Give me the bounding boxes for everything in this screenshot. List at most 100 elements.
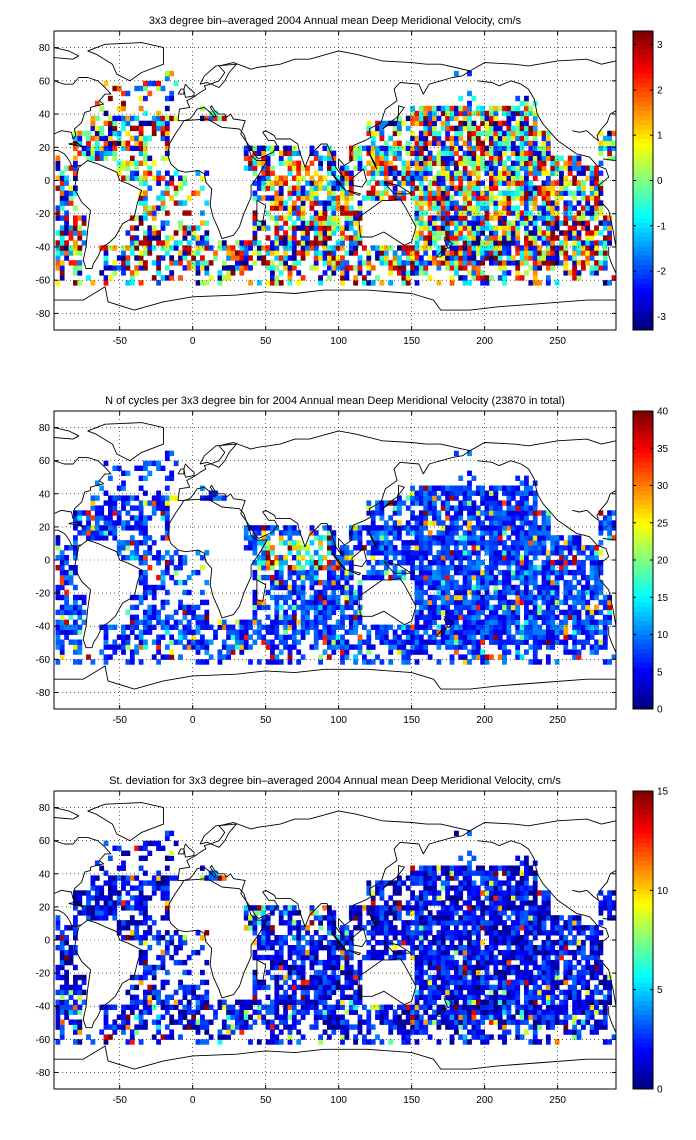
heatmap-cell: [103, 120, 109, 127]
heatmap-cell: [370, 280, 376, 286]
heatmap-cell: [103, 639, 109, 645]
heatmap-cell: [585, 634, 591, 640]
heatmap-cell: [440, 145, 446, 151]
heatmap-cell: [274, 634, 280, 640]
heatmap-cell: [256, 255, 262, 261]
heatmap-cell: [164, 140, 170, 146]
heatmap-cell: [252, 560, 258, 566]
heatmap-cell: [532, 649, 538, 655]
heatmap-cell: [77, 230, 83, 236]
heatmap-cell: [489, 515, 494, 521]
heatmap-cell: [554, 639, 560, 645]
heatmap-cell: [432, 634, 437, 640]
heatmap-cell: [375, 525, 380, 531]
heatmap-cell: [559, 220, 564, 226]
heatmap-cell: [454, 235, 459, 241]
heatmap-cell: [125, 175, 131, 181]
heatmap-cell: [594, 225, 599, 231]
heatmap-cell: [397, 195, 402, 201]
heatmap-cell: [502, 510, 507, 516]
heatmap-cell: [340, 619, 345, 625]
heatmap-cell: [436, 230, 442, 236]
heatmap-cell: [160, 245, 166, 251]
heatmap-cell: [471, 644, 477, 650]
heatmap-cell: [121, 634, 126, 640]
heatmap-cell: [147, 629, 153, 635]
heatmap-cell: [440, 609, 446, 616]
heatmap-cell: [502, 574, 507, 581]
heatmap-cell: [414, 155, 420, 161]
heatmap-cell: [502, 525, 507, 531]
heatmap-cell: [305, 545, 310, 551]
heatmap-cell: [519, 150, 525, 156]
heatmap-cell: [278, 619, 284, 625]
heatmap-cell: [138, 520, 144, 526]
heatmap-cell: [519, 160, 525, 166]
heatmap-cell: [519, 155, 525, 161]
heatmap-cell: [265, 545, 271, 551]
heatmap-cell: [462, 535, 468, 541]
heatmap-cell: [427, 654, 433, 660]
heatmap-cell: [545, 515, 551, 521]
heatmap-cell: [164, 510, 170, 516]
heatmap-cell: [559, 535, 564, 541]
heatmap-cell: [563, 569, 569, 576]
heatmap-cell: [344, 599, 350, 606]
heatmap-cell: [432, 604, 437, 611]
colorbar-swatch: [633, 653, 653, 659]
heatmap-cell: [418, 255, 424, 261]
heatmap-cell: [392, 185, 398, 191]
heatmap-cell: [226, 255, 231, 261]
heatmap-cell: [510, 225, 516, 231]
heatmap-cell: [309, 175, 315, 181]
heatmap-cell: [270, 629, 275, 635]
heatmap-cell: [471, 525, 477, 531]
heatmap-cell: [129, 175, 135, 181]
heatmap-cell: [362, 654, 367, 660]
heatmap-cell: [125, 659, 131, 665]
heatmap-cell: [567, 160, 573, 166]
heatmap-cell: [427, 530, 433, 536]
heatmap-cell: [449, 215, 455, 221]
heatmap-cell: [480, 250, 485, 256]
heatmap-cell: [353, 535, 358, 541]
heatmap-cell: [502, 550, 507, 556]
heatmap-cell: [532, 115, 538, 122]
heatmap-cell: [397, 505, 402, 511]
heatmap-cell: [309, 584, 315, 591]
heatmap-cell: [475, 574, 481, 581]
heatmap-cell: [581, 240, 586, 246]
heatmap-cell: [208, 624, 214, 630]
heatmap-cell: [370, 555, 376, 561]
heatmap-cell: [423, 115, 429, 122]
heatmap-cell: [475, 639, 481, 645]
heatmap-cell: [410, 510, 415, 516]
heatmap-cell: [567, 225, 573, 231]
heatmap-cell: [55, 210, 61, 216]
heatmap-cell: [458, 510, 464, 516]
heatmap-cell: [567, 540, 573, 546]
heatmap-cell: [265, 210, 271, 216]
heatmap-cell: [554, 245, 560, 251]
heatmap-cell: [204, 270, 210, 276]
heatmap-cell: [414, 240, 420, 246]
heatmap-cell: [243, 260, 249, 266]
heatmap-cell: [410, 629, 415, 635]
heatmap-cell: [283, 614, 288, 620]
heatmap-cell: [594, 584, 599, 591]
heatmap-cell: [502, 490, 507, 496]
heatmap-cell: [77, 150, 83, 156]
heatmap-cell: [532, 165, 538, 171]
heatmap-cell: [160, 120, 166, 127]
heatmap-cell: [357, 270, 363, 276]
heatmap-cell: [125, 90, 131, 97]
heatmap-cell: [265, 145, 271, 151]
heatmap-cell: [515, 180, 521, 186]
heatmap-cell: [467, 160, 472, 166]
heatmap-cell: [576, 210, 582, 216]
heatmap-cell: [401, 659, 407, 665]
heatmap-cell: [432, 190, 437, 196]
heatmap-cell: [502, 545, 507, 551]
heatmap-cell: [327, 565, 332, 571]
heatmap-cell: [506, 515, 512, 521]
